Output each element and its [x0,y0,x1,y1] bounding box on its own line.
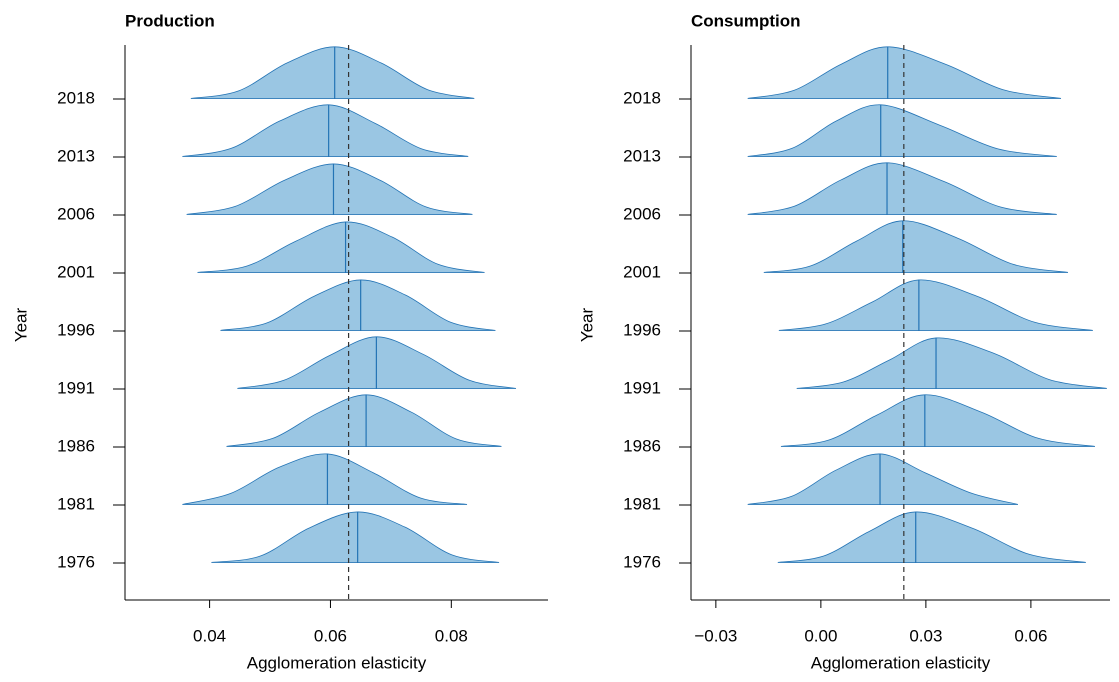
density-ridge [186,163,473,215]
y-tick-label: 2001 [57,262,95,281]
density-ridge [182,453,468,505]
density-ridge [226,394,502,447]
density-ridge [778,279,1093,331]
x-axis-label: Agglomeration elasticity [247,653,427,672]
density-ridge [220,279,496,331]
y-axis-label: Year [577,307,596,342]
x-tick-label: −0.03 [694,626,737,645]
y-tick-label: 2006 [623,204,661,223]
y-tick-label: 1981 [623,494,661,513]
x-tick-label: 0.08 [435,626,468,645]
density-ridge [780,394,1096,447]
y-tick-label: 2001 [623,262,661,281]
density-ridge [747,162,1057,215]
x-tick-label: 0.06 [314,626,347,645]
density-ridge [747,104,1057,157]
x-tick-label: 0.04 [193,626,226,645]
density-ridge [190,46,475,99]
y-tick-label: 2018 [57,88,95,107]
y-tick-label: 1996 [623,320,661,339]
y-axis-label: Year [11,307,30,342]
density-ridge [777,511,1086,563]
x-tick-label: 0.06 [1014,626,1047,645]
x-tick-label: 0.00 [804,626,837,645]
y-tick-label: 1991 [57,378,95,397]
panel-title: Production [125,11,215,30]
y-tick-label: 2018 [623,88,661,107]
y-tick-label: 1976 [623,552,661,571]
x-tick-label: 0.03 [909,626,942,645]
y-tick-label: 1976 [57,552,95,571]
density-ridge [747,453,1019,505]
y-tick-label: 2006 [57,204,95,223]
density-ridge [182,104,469,157]
y-tick-label: 1981 [57,494,95,513]
density-ridge [763,220,1069,273]
y-tick-label: 2013 [57,146,95,165]
y-tick-label: 2013 [623,146,661,165]
density-ridge [197,221,485,273]
density-ridge [211,511,500,563]
x-axis-label: Agglomeration elasticity [811,653,991,672]
panel-title: Consumption [691,11,801,30]
y-tick-label: 1986 [57,436,95,455]
y-tick-label: 1996 [57,320,95,339]
y-tick-label: 1986 [623,436,661,455]
y-tick-label: 1991 [623,378,661,397]
density-ridge [796,337,1107,389]
